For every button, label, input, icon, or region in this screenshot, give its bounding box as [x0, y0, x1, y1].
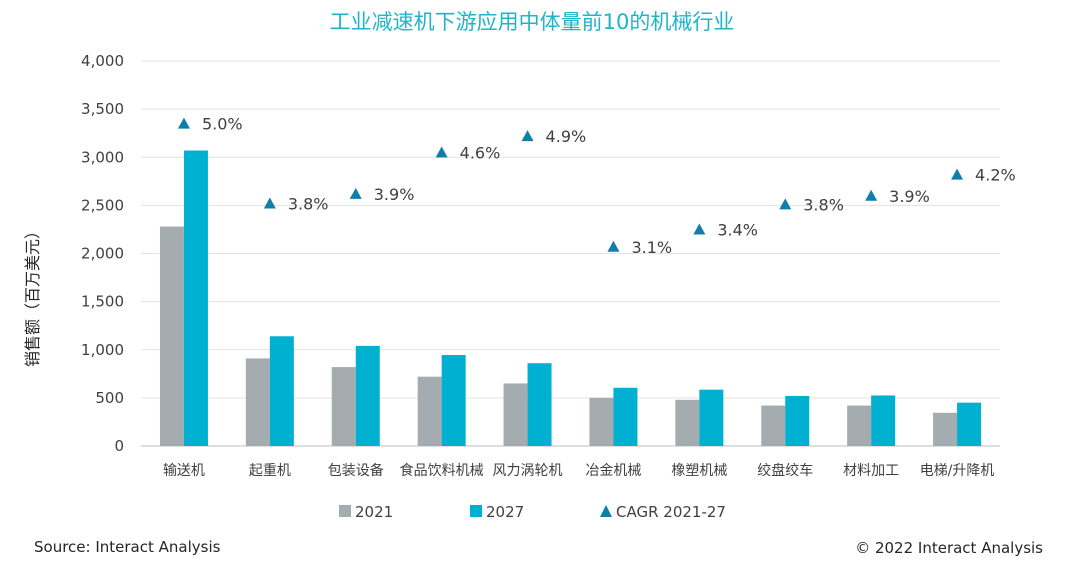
- y-tick-label: 2,500: [81, 196, 124, 214]
- category-label: 绞盘绞车: [757, 462, 813, 479]
- y-tick-label: 500: [95, 389, 124, 407]
- bar-2021-5: [589, 397, 614, 446]
- legend: 2021 2027 CAGR 2021-27: [339, 503, 726, 521]
- cagr-marker: [607, 240, 620, 252]
- bar-2027-9: [957, 402, 982, 446]
- cagr-label: 4.6%: [460, 143, 501, 162]
- y-tick-label: 0: [114, 437, 124, 455]
- bar-2027-1: [269, 336, 294, 446]
- cagr-label: 5.0%: [202, 115, 243, 134]
- cagr-label: 3.4%: [717, 220, 758, 239]
- bar-2021-6: [675, 399, 700, 446]
- cagr-label: 3.1%: [631, 238, 672, 257]
- cagr-marker: [693, 223, 706, 235]
- y-tick-label: 2,000: [81, 245, 124, 263]
- category-label: 食品饮料机械: [400, 462, 484, 479]
- category-label: 材料加工: [843, 463, 899, 479]
- cagr-label: 3.8%: [803, 195, 844, 214]
- cagr-marker: [435, 146, 448, 158]
- cagr-label: 4.9%: [546, 127, 587, 146]
- category-label: 风力涡轮机: [493, 463, 563, 479]
- cagr-marker: [263, 197, 276, 209]
- cagr-label: 3.9%: [374, 185, 415, 204]
- legend-swatch: [470, 505, 482, 517]
- cagr-marker: [951, 168, 964, 180]
- y-tick-label: 3,000: [81, 148, 124, 166]
- category-label: 起重机: [249, 463, 291, 479]
- legend-swatch: [339, 505, 351, 517]
- bar-2021-9: [933, 412, 958, 446]
- category-label: 输送机: [163, 463, 205, 479]
- bar-2027-8: [871, 395, 896, 446]
- y-axis-label: 销售额（百万美元）: [23, 223, 42, 367]
- cagr-marker: [865, 189, 878, 201]
- bar-2021-2: [331, 367, 356, 446]
- bar-2027-6: [699, 389, 724, 446]
- category-label: 包装设备: [328, 462, 384, 479]
- legend-label: CAGR 2021-27: [616, 503, 726, 521]
- bar-2027-2: [355, 345, 380, 446]
- bar-2027-4: [527, 363, 552, 446]
- copyright-text: © 2022 Interact Analysis: [855, 539, 1043, 557]
- cagr-marker: [521, 130, 534, 142]
- bar-2021-3: [417, 376, 442, 446]
- cagr-marker: [349, 187, 362, 199]
- legend-label: 2027: [486, 503, 524, 521]
- bar-2027-0: [183, 150, 208, 446]
- bar-2021-4: [503, 383, 528, 446]
- y-tick-label: 3,500: [81, 100, 124, 118]
- legend-marker: [600, 505, 612, 517]
- category-label: 冶金机械: [585, 463, 641, 479]
- cagr-marker: [177, 117, 190, 129]
- category-labels: 输送机 起重机 包装设备 食品饮料机械 风力涡轮机 冶金机械 橡塑机械 绞盘绞车 材料加工 电梯/…: [163, 462, 994, 479]
- y-tick-label: 1,500: [81, 293, 124, 311]
- bar-2021-7: [761, 405, 786, 446]
- y-axis-ticks: 0 500 1,000 1,500 2,000 2,500 3,000 3,500 4,000: [81, 52, 124, 455]
- bar-2021-8: [847, 405, 872, 446]
- cagr-label: 3.9%: [889, 187, 930, 206]
- cagr-markers: 5.0% 3.8% 3.9% 4.6% 4.9% 3.1% 3.4% 3.8% 3.9% 4.2%: [177, 115, 1016, 257]
- source-text: Source: Interact Analysis: [34, 538, 221, 556]
- bars: [159, 150, 982, 446]
- cagr-label: 4.2%: [975, 166, 1016, 185]
- bar-2027-3: [441, 355, 466, 446]
- bar-2027-5: [613, 387, 638, 446]
- bar-2027-7: [785, 395, 810, 446]
- cagr-marker: [779, 198, 792, 210]
- bar-2021-0: [159, 226, 184, 446]
- bar-2021-1: [245, 358, 270, 446]
- y-tick-label: 4,000: [81, 52, 124, 70]
- legend-label: 2021: [355, 503, 393, 521]
- chart-title: 工业减速机下游应用中体量前10的机械行业: [330, 10, 735, 34]
- category-label: 电梯/升降机: [920, 463, 995, 479]
- category-label: 橡塑机械: [671, 463, 727, 479]
- cagr-label: 3.8%: [288, 194, 329, 213]
- y-tick-label: 1,000: [81, 341, 124, 359]
